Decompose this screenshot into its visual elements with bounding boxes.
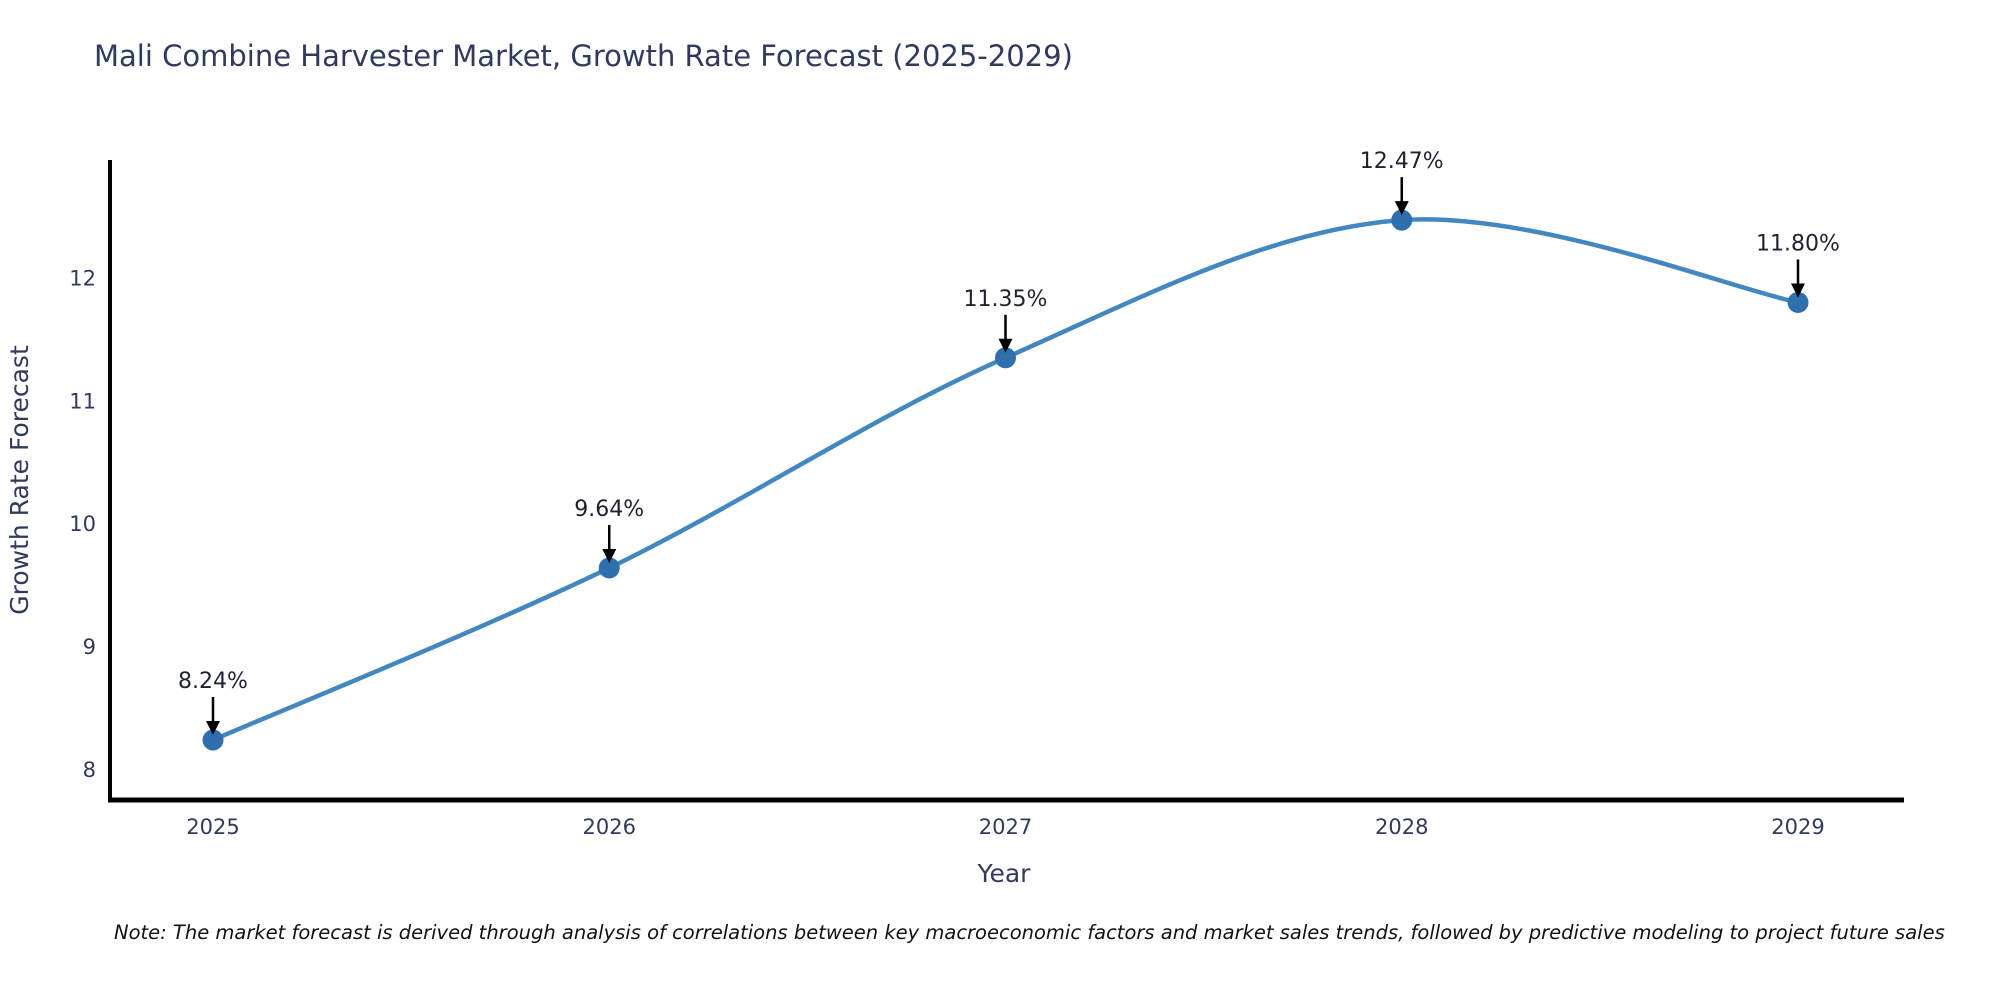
y-tick-label: 9 (83, 635, 96, 659)
annotation-label: 9.64% (574, 497, 644, 522)
x-axis-label: Year (977, 859, 1032, 888)
y-tick-label: 11 (69, 389, 96, 413)
data-point-marker (995, 347, 1016, 369)
y-tick-label: 8 (83, 758, 96, 782)
annotation-label: 11.80% (1756, 231, 1840, 256)
x-tick-label: 2027 (979, 815, 1032, 839)
annotation-label: 11.35% (964, 287, 1048, 312)
x-tick-label: 2026 (583, 815, 636, 839)
data-point-marker (1787, 291, 1809, 313)
annotation-arrowhead (206, 721, 220, 736)
chart-title: Mali Combine Harvester Market, Growth Ra… (94, 39, 1073, 73)
x-tick-label: 2029 (1771, 815, 1824, 839)
x-tick-label: 2028 (1375, 815, 1428, 839)
annotation-label: 8.24% (178, 669, 248, 694)
data-point-marker (598, 557, 620, 579)
y-axis-label: Growth Rate Forecast (5, 345, 34, 615)
annotation-arrowhead (1791, 283, 1805, 298)
footnote: Note: The market forecast is derived thr… (114, 921, 1945, 944)
plot-area: 8 9 10 11 12 2025 2026 2027 2028 2029 8.24% 9.64% 11… (69, 149, 1904, 839)
annotation-arrowhead (602, 548, 617, 563)
y-tick-label: 12 (69, 266, 96, 290)
data-point-marker (202, 729, 224, 751)
y-tick-label: 10 (69, 512, 96, 536)
annotation-label: 12.47% (1360, 149, 1444, 174)
x-tick-label: 2025 (186, 815, 239, 839)
data-point-marker (1391, 209, 1413, 231)
annotation-arrowhead (1394, 201, 1409, 216)
annotation-arrowhead (998, 338, 1013, 353)
